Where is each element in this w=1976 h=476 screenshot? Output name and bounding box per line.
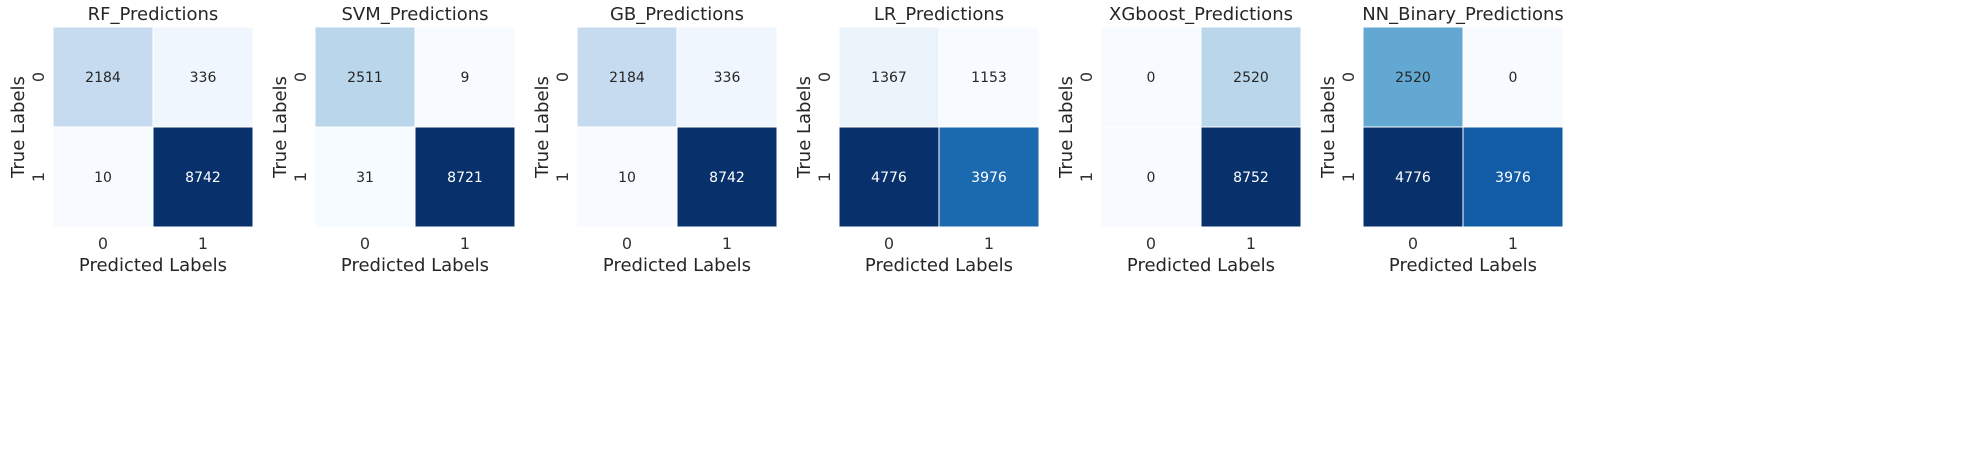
cell-value-label: 0 [1147,70,1156,86]
heatmap-cell [1200,126,1302,228]
x-axis-label: Predicted Labels [1389,255,1537,276]
y-axis-label: True Labels [1318,76,1339,179]
heatmap-cell [676,26,778,128]
heatmap-cell [1362,126,1464,228]
panel-title: XGboost_Predictions [1109,4,1293,25]
heatmap-cell [1362,26,1464,128]
heatmap-cell [676,126,778,228]
y-tick-label: 1 [1339,172,1358,182]
cell-value-label: 3976 [1495,170,1531,186]
y-tick-label: 0 [815,72,834,82]
x-tick-label: 0 [98,234,108,253]
cell-value-label: 10 [618,170,636,186]
y-tick-label: 1 [291,172,310,182]
cell-value-label: 4776 [1395,170,1431,186]
heatmap-cell [314,26,416,128]
heatmap-cell [414,26,516,128]
x-axis-label: Predicted Labels [603,255,751,276]
cell-value-label: 8752 [1233,170,1269,186]
y-axis-label: True Labels [1056,76,1077,179]
cell-value-label: 2511 [347,70,383,86]
x-tick-label: 1 [460,234,470,253]
y-tick-label: 0 [553,72,572,82]
heatmap-cell [152,26,254,128]
y-axis-label: True Labels [8,76,29,179]
y-axis-label: True Labels [532,76,553,179]
panel-title: SVM_Predictions [341,4,488,25]
x-tick-label: 1 [1246,234,1256,253]
x-axis-label: Predicted Labels [341,255,489,276]
heatmap-cell [938,26,1040,128]
cell-value-label: 4776 [871,170,907,186]
y-tick-label: 0 [1077,72,1096,82]
cell-value-label: 3976 [971,170,1007,186]
heatmap-cell [1200,26,1302,128]
heatmap-cell [414,126,516,228]
cell-value-label: 2520 [1233,70,1269,86]
panel-title: GB_Predictions [610,4,744,25]
x-tick-label: 0 [1146,234,1156,253]
cell-value-label: 8721 [447,170,483,186]
cell-value-label: 2184 [85,70,121,86]
cell-value-label: 0 [1147,170,1156,186]
heatmap-cell [152,126,254,228]
y-tick-label: 0 [29,72,48,82]
x-tick-label: 0 [360,234,370,253]
x-tick-label: 1 [984,234,994,253]
cell-value-label: 0 [1509,70,1518,86]
panel-lr-predictions: LR_Predictions 1367 1153 4776 3976 0 1 0 1 Predic… [794,4,1040,276]
cell-value-label: 10 [94,170,112,186]
y-axis-label: True Labels [794,76,815,179]
panel-title: LR_Predictions [874,4,1004,25]
heatmap-cell [314,126,416,228]
x-axis-label: Predicted Labels [1127,255,1275,276]
cell-value-label: 336 [714,70,741,86]
cell-value-label: 1153 [971,70,1007,86]
cell-value-label: 8742 [709,170,745,186]
panel-svm-predictions: SVM_Predictions 2511 9 31 8721 0 1 0 1 Predicted … [270,4,516,276]
heatmap-cell [838,126,940,228]
cell-value-label: 31 [356,170,374,186]
x-tick-label: 0 [1408,234,1418,253]
x-tick-label: 1 [198,234,208,253]
x-tick-label: 1 [722,234,732,253]
heatmap-cell [1100,126,1202,228]
x-axis-label: Predicted Labels [79,255,227,276]
panel-title: RF_Predictions [88,4,219,25]
x-tick-label: 0 [884,234,894,253]
x-axis-label: Predicted Labels [865,255,1013,276]
y-tick-label: 0 [1339,72,1358,82]
cell-value-label: 9 [461,70,470,86]
y-tick-label: 1 [1077,172,1096,182]
cell-value-label: 2520 [1395,70,1431,86]
heatmap-cell [52,26,154,128]
heatmap-cell [1462,126,1564,228]
cell-value-label: 2184 [609,70,645,86]
y-tick-label: 1 [553,172,572,182]
x-tick-label: 1 [1508,234,1518,253]
heatmap-cell [52,126,154,228]
cell-value-label: 336 [190,70,217,86]
y-axis-label: True Labels [270,76,291,179]
x-tick-label: 0 [622,234,632,253]
panel-nn-binary-predictions: NN_Binary_Predictions 2520 0 4776 3976 0 1 0 1 Pr… [1318,4,1564,276]
heatmap-cell [838,26,940,128]
y-tick-label: 1 [815,172,834,182]
cell-value-label: 1367 [871,70,907,86]
heatmap-cell [938,126,1040,228]
heatmap-cell [1462,26,1564,128]
panel-title: NN_Binary_Predictions [1362,4,1564,25]
heatmap-cell [1100,26,1202,128]
y-tick-label: 0 [291,72,310,82]
y-tick-label: 1 [29,172,48,182]
panel-xgboost-predictions: XGboost_Predictions 0 2520 0 8752 0 1 0 1 Predict… [1056,4,1302,276]
cell-value-label: 8742 [185,170,221,186]
